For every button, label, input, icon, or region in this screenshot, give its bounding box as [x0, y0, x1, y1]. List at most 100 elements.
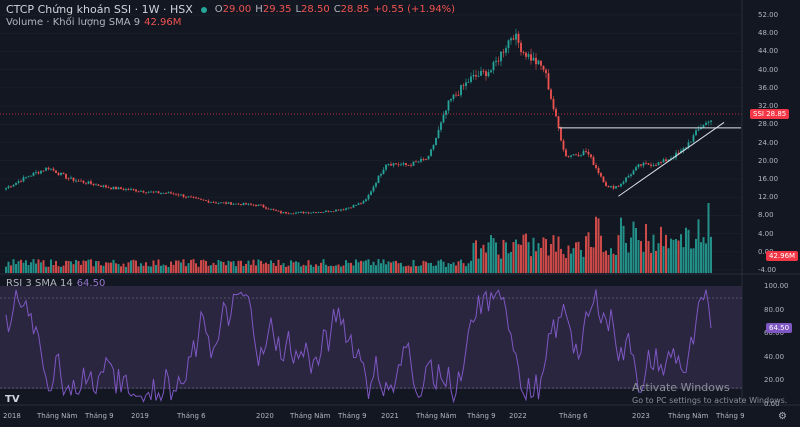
volume-bar: [62, 265, 65, 273]
volume-bar: [520, 244, 522, 273]
candle-body: [425, 159, 427, 160]
candle-body: [647, 163, 650, 165]
volume-bar: [172, 264, 175, 273]
candle-body: [237, 203, 240, 205]
candle-body: [270, 208, 272, 210]
rsi-tick-label: 80.00: [764, 305, 785, 314]
volume-bar: [605, 250, 607, 273]
volume-bar: [25, 260, 27, 273]
volume-bar: [57, 266, 60, 273]
candle-body: [495, 60, 497, 63]
chart-title[interactable]: CTCP Chứng khoán SSI · 1W · HSX: [6, 3, 193, 16]
candle-body: [560, 128, 562, 141]
volume-bar: [295, 261, 297, 273]
rsi-band: [0, 286, 742, 389]
volume-bar: [622, 225, 625, 273]
candle-body: [482, 70, 485, 72]
candle-body: [605, 182, 607, 187]
volume-label[interactable]: Volume · Khối lượng SMA 9: [6, 17, 141, 28]
candle-body: [115, 186, 117, 190]
volume-bar: [522, 234, 525, 273]
volume-bar: [527, 242, 530, 273]
volume-bar: [682, 247, 685, 273]
candle-body: [330, 211, 332, 213]
volume-bar: [687, 229, 690, 273]
candle-body: [147, 192, 150, 193]
candle-body: [50, 168, 52, 170]
candle-body: [55, 170, 57, 174]
candle-body: [272, 208, 275, 210]
trend-line[interactable]: [618, 122, 725, 197]
candle-body: [150, 191, 152, 193]
volume-bar: [220, 261, 222, 273]
rsi-label[interactable]: RSI 3 SMA 14: [6, 278, 73, 289]
candle-body: [75, 180, 77, 182]
candle-body: [190, 196, 192, 198]
tradingview-logo[interactable]: TV: [5, 394, 20, 405]
volume-bar: [402, 266, 405, 273]
candle-body: [402, 163, 405, 165]
volume-bar: [355, 259, 357, 273]
candle-body: [682, 148, 685, 151]
candle-body: [197, 198, 200, 200]
candle-body: [515, 33, 517, 40]
candle-body: [7, 186, 10, 189]
volume-bar: [665, 234, 667, 273]
volume-bar: [642, 251, 645, 273]
volume-bar: [430, 262, 432, 273]
time-tick-label: Tháng Năm: [37, 412, 78, 420]
volume-bar: [342, 265, 345, 273]
time-tick-label: 2019: [131, 412, 149, 420]
candle-body: [42, 170, 45, 172]
volume-bar: [132, 259, 135, 273]
candle-body: [297, 211, 300, 213]
rsi-tick-label: 100.00: [764, 282, 789, 290]
price-change: +0.55 (+1.94%): [373, 4, 456, 15]
volume-bar: [75, 259, 77, 273]
candle-body: [187, 196, 190, 198]
candle-body: [447, 100, 450, 111]
volume-bar: [280, 265, 282, 273]
candle-body: [427, 155, 430, 160]
candle-body: [392, 163, 395, 166]
volume-bar: [302, 264, 305, 273]
candle-body: [97, 184, 100, 186]
candle-body: [295, 212, 297, 214]
price-tick-label: 40.00: [758, 65, 779, 74]
last-price-badge: 28.85: [766, 110, 787, 118]
candle-body: [655, 165, 657, 166]
volume-bar: [200, 260, 202, 273]
volume-bar: [435, 265, 437, 273]
candle-body: [207, 200, 210, 203]
volume-bar: [495, 242, 497, 273]
candle-body: [325, 210, 327, 213]
volume-bar: [572, 248, 575, 273]
candle-body: [365, 199, 367, 202]
volume-bar: [397, 263, 400, 273]
volume-bar: [685, 227, 687, 273]
volume-bar: [70, 261, 72, 273]
candle-body: [307, 212, 310, 214]
candle-body: [412, 161, 415, 166]
gear-icon[interactable]: ⚙: [778, 411, 787, 422]
candle-body: [580, 155, 582, 156]
rsi-badge: 64.50: [766, 323, 793, 333]
price-tick-label: 12.00: [758, 193, 779, 202]
rsi-tick-label: 20.00: [764, 376, 785, 385]
volume-bar: [182, 259, 185, 273]
volume-bar: [407, 265, 410, 273]
volume-bar: [320, 262, 322, 273]
candle-body: [152, 191, 155, 193]
volume-bar: [515, 239, 517, 273]
volume-bar: [655, 250, 657, 273]
candle-body: [422, 158, 425, 160]
candle-body: [95, 184, 97, 186]
candle-body: [642, 162, 645, 166]
candle-body: [380, 174, 382, 176]
volume-bar: [465, 266, 467, 273]
candle-body: [517, 33, 520, 43]
candle-body: [130, 188, 132, 190]
candle-body: [430, 149, 432, 156]
volume-bar: [422, 260, 425, 273]
